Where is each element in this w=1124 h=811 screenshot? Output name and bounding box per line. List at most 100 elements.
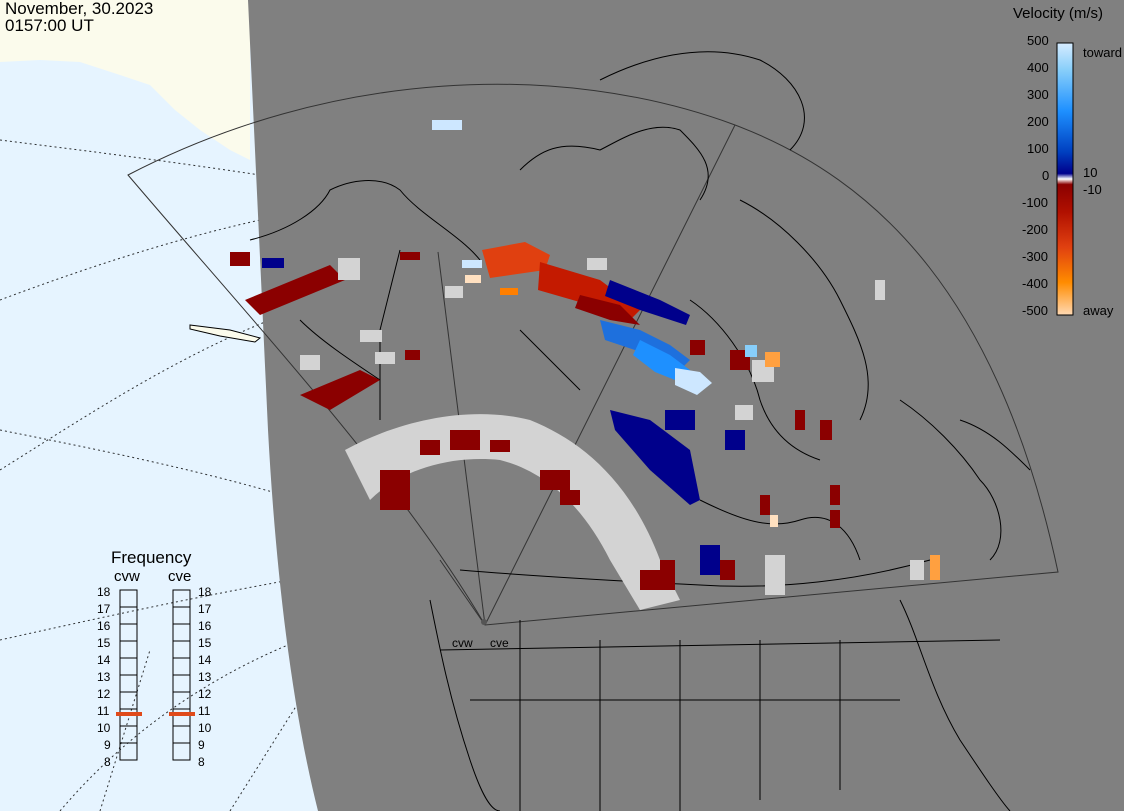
time-label: 0157:00 UT [5, 16, 94, 35]
map-gray-area [248, 0, 1124, 811]
freq-scale-left: 11 [97, 704, 110, 718]
echo [660, 560, 675, 590]
freq-scale-left: 14 [97, 653, 111, 667]
colorbar-title: Velocity (m/s) [1013, 5, 1104, 22]
echo [605, 280, 690, 325]
freq-scale-right: 11 [198, 704, 211, 718]
cb-tick: 0 [1042, 168, 1050, 183]
echo [720, 560, 735, 580]
echo [640, 570, 660, 590]
echo [482, 242, 550, 278]
echo [725, 430, 745, 450]
freq-scale-right: 12 [198, 687, 212, 701]
echo [830, 510, 840, 528]
freq-scale-right: 8 [198, 755, 205, 769]
cve-freq-marker [169, 712, 195, 716]
cb-tick: 400 [1027, 60, 1049, 75]
freq-scale-left: 17 [97, 602, 111, 616]
freq-scale-left: 12 [97, 687, 111, 701]
cb-tick: 500 [1027, 33, 1049, 48]
echo [230, 252, 250, 266]
cb-toward-label: toward [1083, 45, 1123, 60]
coastlines [249, 51, 1031, 811]
echo [465, 275, 481, 283]
echo [770, 515, 778, 527]
aleutian-island [189, 324, 262, 343]
cb-tick: -300 [1022, 249, 1049, 264]
echo [665, 410, 695, 430]
cb-tick: -10 [1083, 182, 1102, 197]
freq-scale-right: 17 [198, 602, 212, 616]
echo [735, 405, 753, 420]
echo [910, 560, 924, 580]
cb-tick: -400 [1022, 276, 1049, 291]
cb-tick: 100 [1027, 141, 1049, 156]
cb-tick: -500 [1022, 303, 1049, 318]
echo [830, 485, 840, 505]
cb-tick: -200 [1022, 222, 1049, 237]
freq-scale-left: 18 [97, 585, 111, 599]
frequency-title: Frequency [111, 548, 192, 567]
ground-scatter-arc [345, 414, 680, 610]
echo [765, 352, 780, 367]
echo [700, 545, 720, 575]
freq-scale-left: 15 [97, 636, 111, 650]
echo [765, 555, 785, 595]
echo [575, 295, 640, 325]
cb-tick: 200 [1027, 114, 1049, 129]
echo [610, 410, 700, 505]
echo [795, 410, 805, 430]
echo [245, 265, 345, 315]
colorbar-gradient [1056, 42, 1074, 316]
echo [380, 470, 410, 510]
echo [338, 258, 360, 280]
freq-scale-right: 14 [198, 653, 212, 667]
freq-scale-left: 10 [97, 721, 111, 735]
echo [450, 430, 480, 450]
frequency-cve-label: cve [168, 568, 192, 585]
echo [875, 280, 885, 300]
radar-label-cvw: cvw [452, 636, 473, 650]
echo [560, 490, 580, 505]
bar-gridlines [120, 606, 190, 744]
radar-label-cve: cve [490, 636, 509, 650]
cvw-freq-marker [116, 712, 142, 716]
echo [405, 350, 420, 360]
date-label: November, 30.2023 [5, 0, 154, 18]
cb-tick: 10 [1083, 165, 1098, 180]
echo [490, 440, 510, 452]
freq-scale-left: 16 [97, 619, 111, 633]
echo [360, 330, 382, 342]
echo [375, 352, 395, 364]
radar-site [481, 619, 487, 625]
freq-scale-right: 18 [198, 585, 212, 599]
echo [760, 495, 770, 515]
echo [690, 340, 705, 355]
cb-tick: 300 [1027, 87, 1049, 102]
echo [420, 440, 440, 455]
velocity-colorbar [1056, 42, 1074, 316]
echo [540, 470, 570, 490]
echo [930, 555, 940, 580]
echo [262, 258, 284, 268]
freq-scale-left: 13 [97, 670, 111, 684]
cb-away-label: away [1083, 303, 1114, 318]
echo [820, 420, 832, 440]
echo [745, 345, 757, 357]
freq-scale-right: 13 [198, 670, 212, 684]
echo [587, 258, 607, 270]
echo [300, 355, 320, 370]
freq-scale-right: 15 [198, 636, 212, 650]
echo [300, 370, 380, 410]
echo [432, 120, 462, 130]
freq-scale-right: 16 [198, 619, 212, 633]
alaska-land-outside [0, 0, 250, 160]
frequency-cvw-label: cvw [114, 568, 140, 585]
echo [462, 260, 482, 268]
freq-scale-right: 10 [198, 721, 212, 735]
echo [500, 288, 518, 295]
freq-scale-left: 8 [104, 755, 111, 769]
cb-tick: -100 [1022, 195, 1049, 210]
